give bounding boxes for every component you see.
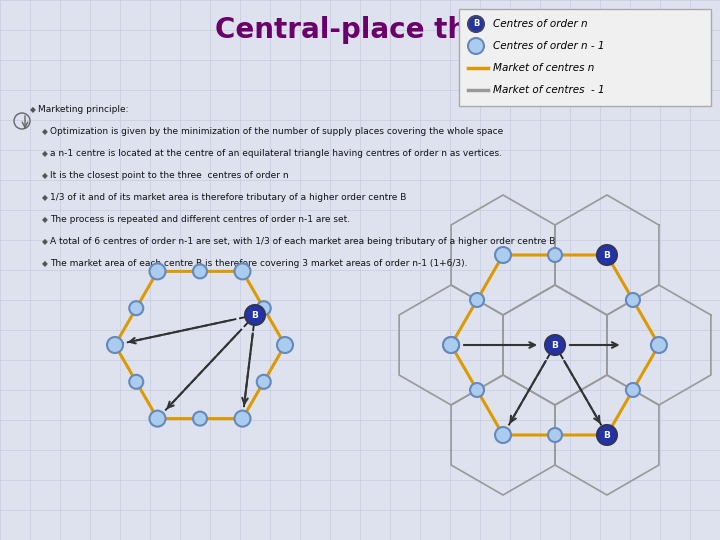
Circle shape: [130, 301, 143, 315]
Text: Market of centres n: Market of centres n: [493, 63, 595, 73]
Circle shape: [443, 337, 459, 353]
Circle shape: [470, 383, 484, 397]
Text: It is the closest point to the three  centres of order n: It is the closest point to the three cen…: [50, 172, 289, 180]
Text: A total of 6 centres of order n-1 are set, with 1/3 of each market area being tr: A total of 6 centres of order n-1 are se…: [50, 238, 555, 246]
Text: Marketing principle:: Marketing principle:: [38, 105, 128, 114]
Circle shape: [130, 375, 143, 389]
Text: Centres of order n - 1: Centres of order n - 1: [493, 41, 605, 51]
Circle shape: [599, 427, 615, 443]
Circle shape: [548, 428, 562, 442]
Text: Central-place theory (k=3): Central-place theory (k=3): [215, 16, 634, 44]
Circle shape: [468, 38, 484, 54]
Text: ◆: ◆: [42, 150, 48, 159]
Text: B: B: [552, 341, 559, 349]
Circle shape: [257, 375, 271, 389]
Circle shape: [150, 410, 166, 427]
Text: a n-1 centre is located at the centre of an equilateral triangle having centres : a n-1 centre is located at the centre of…: [50, 150, 502, 159]
Text: The market area of each centre B is therefore covering 3 market areas of order n: The market area of each centre B is ther…: [50, 260, 467, 268]
Text: ◆: ◆: [42, 127, 48, 137]
Circle shape: [235, 264, 251, 279]
Circle shape: [468, 16, 484, 32]
Text: B: B: [603, 430, 611, 440]
Circle shape: [545, 335, 565, 355]
Circle shape: [651, 337, 667, 353]
Circle shape: [245, 305, 265, 325]
Circle shape: [626, 293, 640, 307]
Circle shape: [495, 427, 511, 443]
Circle shape: [597, 425, 617, 445]
Text: ◆: ◆: [42, 193, 48, 202]
Text: Market of centres  - 1: Market of centres - 1: [493, 85, 605, 95]
Circle shape: [599, 247, 615, 263]
Circle shape: [470, 293, 484, 307]
Circle shape: [626, 383, 640, 397]
Circle shape: [277, 337, 293, 353]
Text: The process is repeated and different centres of order n-1 are set.: The process is repeated and different ce…: [50, 215, 350, 225]
Text: ◆: ◆: [42, 238, 48, 246]
FancyBboxPatch shape: [459, 9, 711, 106]
Circle shape: [193, 411, 207, 426]
Circle shape: [150, 264, 166, 279]
Circle shape: [597, 245, 617, 265]
Text: ◆: ◆: [42, 215, 48, 225]
Circle shape: [495, 247, 511, 263]
Circle shape: [107, 337, 123, 353]
Circle shape: [193, 265, 207, 279]
Text: B: B: [251, 310, 258, 320]
Text: Centres of order n: Centres of order n: [493, 19, 588, 29]
Text: ◆: ◆: [42, 260, 48, 268]
Text: ◆: ◆: [30, 105, 36, 114]
Circle shape: [235, 410, 251, 427]
Text: ◆: ◆: [42, 172, 48, 180]
Text: 1/3 of it and of its market area is therefore tributary of a higher order centre: 1/3 of it and of its market area is ther…: [50, 193, 406, 202]
Text: B: B: [603, 251, 611, 260]
Text: Optimization is given by the minimization of the number of supply places coverin: Optimization is given by the minimizatio…: [50, 127, 503, 137]
Circle shape: [548, 248, 562, 262]
Circle shape: [257, 301, 271, 315]
Circle shape: [443, 337, 459, 353]
Text: B: B: [473, 19, 480, 29]
